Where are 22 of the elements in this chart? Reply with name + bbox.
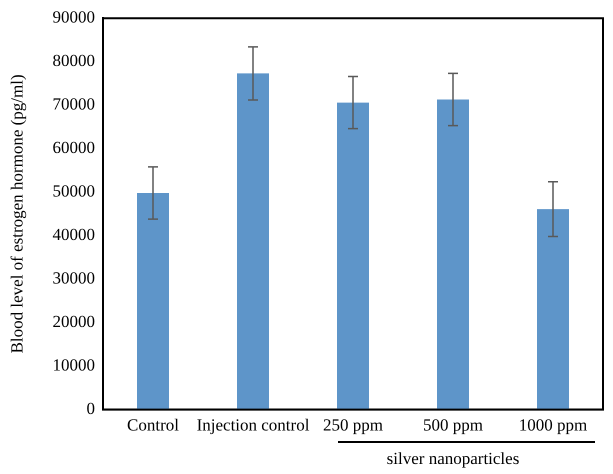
y-tick-label: 90000 [52,8,95,27]
bar [137,193,169,410]
bar [337,102,369,410]
y-tick-label: 0 [86,399,95,418]
bar [537,209,569,410]
x-tick-label: Control [127,415,180,434]
x-tick-label: 1000 ppm [518,415,588,434]
bar [437,100,469,410]
x-tick-label: Injection control [196,415,310,434]
y-tick-label: 20000 [52,312,95,332]
y-tick-label: 10000 [52,356,95,375]
y-tick-label: 50000 [52,182,95,201]
y-tick-label: 40000 [52,225,95,244]
text: silver nanoparticles [386,448,520,469]
y-tick-label: 70000 [52,94,95,114]
y-tick-label: 80000 [52,51,95,70]
x-tick-label: 500 ppm [423,415,483,434]
bar [237,73,269,410]
y-tick-label: 60000 [52,138,95,158]
y-axis-title: Blood level of estrogen hormone (pg/ml) [8,74,27,354]
x-tick-label: 250 ppm [323,415,383,434]
y-tick-label: 30000 [52,268,95,288]
